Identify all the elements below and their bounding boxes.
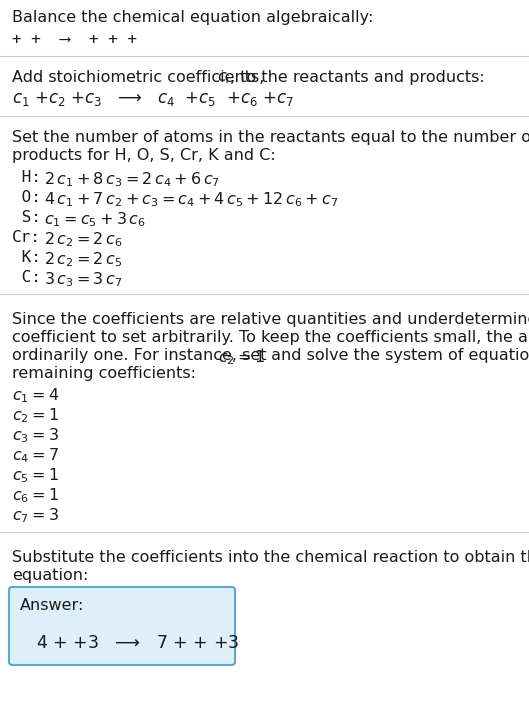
Text: $c_2 = 1$: $c_2 = 1$	[12, 406, 59, 424]
Text: Set the number of atoms in the reactants equal to the number of atoms in the: Set the number of atoms in the reactants…	[12, 130, 529, 145]
Text: K:: K:	[12, 250, 41, 265]
Text: O:: O:	[12, 190, 41, 205]
Text: $4$ + +$3$   ⟶   $7$ + + +$3$: $4$ + +$3$ ⟶ $7$ + + +$3$	[36, 634, 239, 652]
Text: coefficient to set arbitrarily. To keep the coefficients small, the arbitrary va: coefficient to set arbitrarily. To keep …	[12, 330, 529, 345]
Text: $4\,c_1 + 7\,c_2 + c_3 = c_4 + 4\,c_5 + 12\,c_6 + c_7$: $4\,c_1 + 7\,c_2 + c_3 = c_4 + 4\,c_5 + …	[44, 190, 338, 209]
Text: $c_4 = 7$: $c_4 = 7$	[12, 446, 59, 465]
Text: Substitute the coefficients into the chemical reaction to obtain the balanced: Substitute the coefficients into the che…	[12, 550, 529, 565]
Text: C:: C:	[12, 270, 41, 285]
Text: Balance the chemical equation algebraically:: Balance the chemical equation algebraica…	[12, 10, 373, 25]
Text: $3\,c_3 = 3\,c_7$: $3\,c_3 = 3\,c_7$	[44, 270, 123, 288]
Text: Since the coefficients are relative quantities and underdetermined, choose a: Since the coefficients are relative quan…	[12, 312, 529, 327]
Text: and solve the system of equations for the: and solve the system of equations for th…	[266, 348, 529, 363]
FancyBboxPatch shape	[9, 587, 235, 665]
Text: equation:: equation:	[12, 568, 88, 583]
Text: Cr:: Cr:	[12, 230, 41, 245]
Text: $2\,c_2 = 2\,c_5$: $2\,c_2 = 2\,c_5$	[44, 250, 122, 269]
Text: $c_1 = c_5 + 3\,c_6$: $c_1 = c_5 + 3\,c_6$	[44, 210, 146, 228]
Text: $c_i$: $c_i$	[216, 70, 231, 86]
Text: $c_5 = 1$: $c_5 = 1$	[12, 466, 59, 484]
Text: S:: S:	[12, 210, 41, 225]
Text: $c_7 = 3$: $c_7 = 3$	[12, 506, 59, 525]
Text: Answer:: Answer:	[20, 598, 84, 613]
Text: + +  ⟶  + + +: + + ⟶ + + +	[12, 32, 137, 47]
Text: ordinarily one. For instance, set: ordinarily one. For instance, set	[12, 348, 271, 363]
Text: $2\,c_1 + 8\,c_3 = 2\,c_4 + 6\,c_7$: $2\,c_1 + 8\,c_3 = 2\,c_4 + 6\,c_7$	[44, 170, 220, 189]
Text: H:: H:	[12, 170, 41, 185]
Text: $2\,c_2 = 2\,c_6$: $2\,c_2 = 2\,c_6$	[44, 230, 123, 249]
Text: products for H, O, S, Cr, K and C:: products for H, O, S, Cr, K and C:	[12, 148, 276, 163]
Text: , to the reactants and products:: , to the reactants and products:	[230, 70, 485, 85]
Text: $c_1$ $+c_2$ $+c_3$   ⟶   $c_4$  $+c_5$  $+c_6$ $+c_7$: $c_1$ $+c_2$ $+c_3$ ⟶ $c_4$ $+c_5$ $+c_6…	[12, 90, 294, 108]
Text: remaining coefficients:: remaining coefficients:	[12, 366, 196, 381]
Text: $c_2 = 1$: $c_2 = 1$	[218, 348, 264, 367]
Text: $c_1 = 4$: $c_1 = 4$	[12, 386, 59, 405]
Text: $c_6 = 1$: $c_6 = 1$	[12, 486, 59, 505]
Text: Add stoichiometric coefficients,: Add stoichiometric coefficients,	[12, 70, 269, 85]
Text: $c_3 = 3$: $c_3 = 3$	[12, 426, 59, 445]
